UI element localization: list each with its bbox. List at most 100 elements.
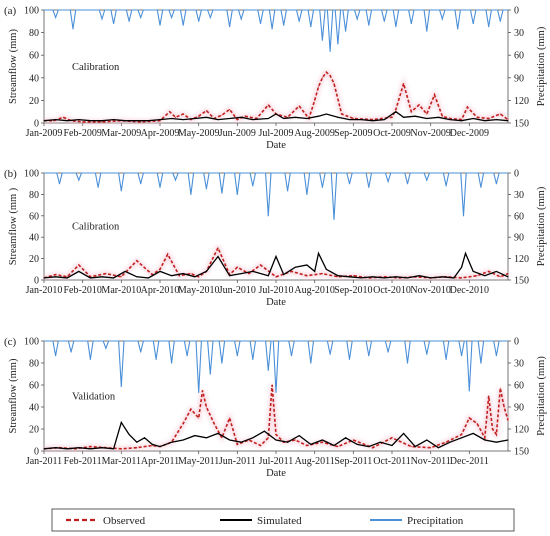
x-tick-label: Jun-2009 <box>219 128 256 139</box>
simulated-point <box>333 445 335 446</box>
simulated-point <box>395 276 397 278</box>
x-tick-label: Apr-2010 <box>141 285 180 296</box>
observed-point <box>461 434 463 435</box>
precipitation-point <box>387 180 389 183</box>
simulated-point <box>360 277 362 279</box>
y2-tick-label: 0 <box>514 6 519 17</box>
simulated-point <box>252 119 254 121</box>
precipitation-point <box>461 355 463 357</box>
precipitation-point <box>198 20 200 22</box>
series-observed <box>43 69 510 124</box>
simulated-point <box>120 421 122 423</box>
simulated-point <box>484 120 486 122</box>
observed-point <box>488 270 490 272</box>
legend-box <box>51 508 515 532</box>
precipitation-point <box>171 362 173 364</box>
x-tick-label: Mar-2011 <box>102 456 141 467</box>
observed-point <box>221 437 223 439</box>
observed-point <box>198 115 200 117</box>
simulated-point <box>372 120 374 122</box>
simulated-point <box>43 448 45 450</box>
precipitation-point <box>337 43 339 45</box>
x-tick-label: Oct-2009 <box>373 128 411 139</box>
precipitation-point <box>89 358 91 360</box>
observed-point <box>120 448 122 450</box>
precipitation-point <box>252 358 254 360</box>
observed-point <box>318 86 320 88</box>
precipitation-point <box>426 179 428 181</box>
observed-point <box>236 119 238 121</box>
simulated-point <box>136 276 138 278</box>
precipitation-point <box>468 390 470 392</box>
precipitation-point <box>368 186 370 188</box>
precipitation-point <box>140 16 142 19</box>
simulated-point <box>229 439 231 441</box>
simulated-point <box>283 117 285 119</box>
precipitation-point <box>480 186 482 188</box>
observed-point <box>395 108 397 110</box>
series-simulated <box>43 251 509 279</box>
x-tick-label: Dec-2011 <box>450 456 489 467</box>
observed-point <box>198 417 200 419</box>
observed-point <box>352 117 354 119</box>
simulated-point <box>101 276 103 278</box>
observed-point <box>325 71 327 73</box>
y2-tick-label: 150 <box>514 447 529 458</box>
x-tick-label: May-2009 <box>178 128 220 139</box>
observed-point <box>499 113 501 115</box>
simulated-point <box>229 275 231 277</box>
observed-point <box>136 260 138 262</box>
simulated-point <box>182 119 184 121</box>
simulated-point <box>495 119 497 121</box>
y-tick-label: 20 <box>29 96 39 107</box>
simulated-point <box>426 117 428 119</box>
x-tick-label: Jul-2010 <box>259 285 294 296</box>
precipitation-point <box>290 355 293 357</box>
observed-point <box>169 111 171 113</box>
y2-tick-label: 90 <box>514 73 524 84</box>
simulated-point <box>66 448 68 450</box>
precipitation-line <box>44 172 508 220</box>
simulated-point <box>298 435 300 437</box>
observed-glow <box>43 243 509 280</box>
simulated-point <box>147 277 149 279</box>
observed-point <box>267 104 269 106</box>
precipitation-point <box>406 362 409 364</box>
simulated-point <box>345 437 347 439</box>
simulated-point <box>113 277 115 279</box>
panel-annotation: Calibration <box>72 62 120 73</box>
panel-annotation: Calibration <box>72 222 120 233</box>
y-tick-label: 100 <box>24 169 39 180</box>
observed-point <box>352 439 354 441</box>
panel-2: (b) 0 20 40 60 80 100 0 30 60 90 120 150 Streamflow (… <box>4 168 547 308</box>
x-tick-label: Mar-2009 <box>101 128 141 139</box>
simulated-line <box>43 251 509 279</box>
simulated-point <box>414 115 416 117</box>
simulated-point <box>263 430 265 432</box>
simulated-point <box>495 270 497 272</box>
observed-point <box>267 437 269 439</box>
simulated-point <box>325 268 327 270</box>
precipitation-point <box>267 369 269 371</box>
simulated-point <box>240 273 242 275</box>
observed-point <box>290 270 292 272</box>
observed-point <box>352 275 354 277</box>
observed-point <box>445 441 447 443</box>
observed-point <box>449 117 451 119</box>
y2-tick-label: 90 <box>514 233 524 244</box>
precipitation-point <box>406 183 409 185</box>
simulated-point <box>171 117 173 119</box>
observed-point <box>418 104 420 106</box>
observed-point <box>503 406 505 408</box>
precipitation-point <box>462 215 465 217</box>
y2-axis-title: Precipitation (mm) <box>536 186 547 266</box>
y2-tick-label: 0 <box>514 337 519 348</box>
simulated-point <box>337 116 339 118</box>
panel-label: (a) <box>4 5 17 17</box>
precipitation-point <box>58 183 61 185</box>
y2-tick-label: 30 <box>514 359 524 370</box>
x-tick-label: Sep-2011 <box>334 456 372 467</box>
x-tick-label: Jul-2009 <box>259 128 294 139</box>
simulated-point <box>252 270 254 272</box>
precipitation-point <box>155 358 157 360</box>
